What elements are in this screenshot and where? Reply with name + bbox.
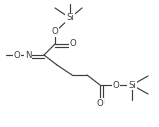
Text: O: O bbox=[70, 39, 76, 49]
Text: O: O bbox=[97, 99, 103, 107]
Text: Si: Si bbox=[128, 81, 136, 90]
Text: O: O bbox=[14, 51, 20, 60]
Text: Si: Si bbox=[66, 13, 74, 22]
Text: O: O bbox=[52, 28, 58, 36]
Text: O: O bbox=[113, 81, 119, 90]
Text: N: N bbox=[25, 51, 31, 60]
